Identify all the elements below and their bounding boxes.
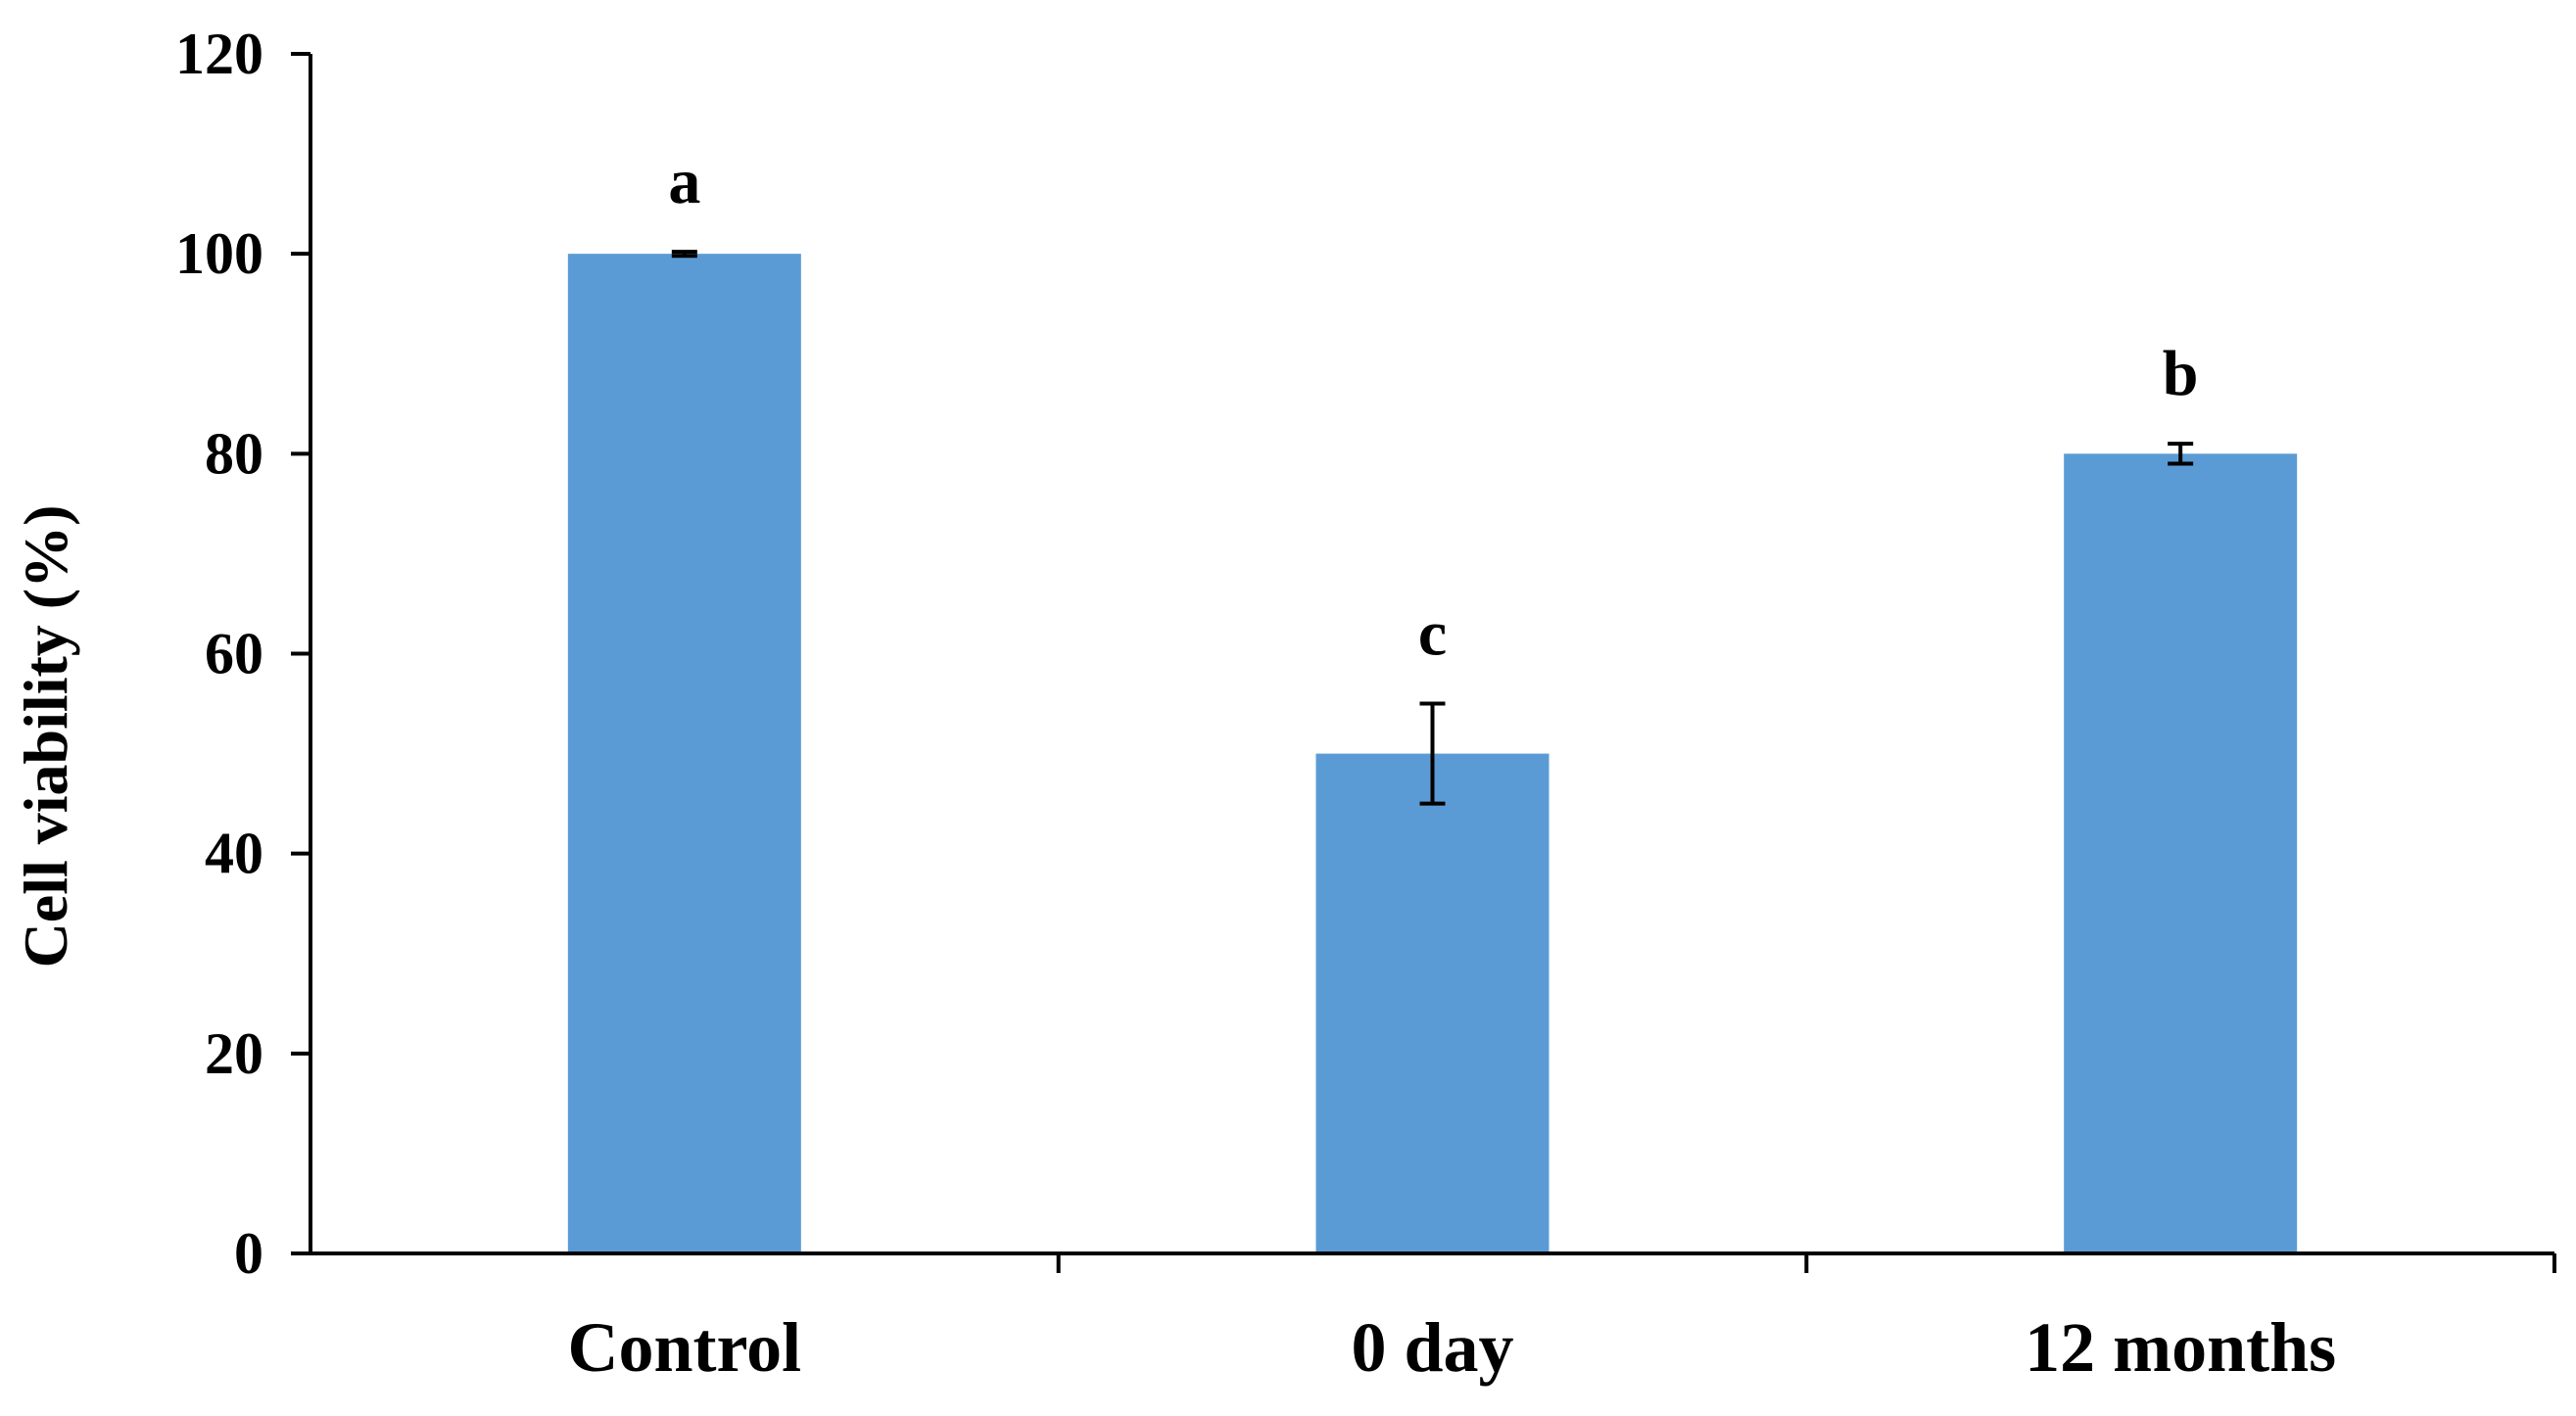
bar-2	[2064, 453, 2298, 1253]
significance-label-1: c	[1418, 598, 1447, 670]
bars-group	[567, 254, 2298, 1254]
y-tick-label: 20	[205, 1021, 263, 1086]
x-labels-group: Control 0 day 12 months	[567, 1308, 2336, 1387]
significance-label-0: a	[668, 146, 700, 217]
y-tick-label: 100	[175, 221, 263, 286]
x-tick-label-1: 0 day	[1351, 1308, 1513, 1387]
y-tick-label: 0	[234, 1221, 263, 1286]
y-ticks-group: 0 20 40 60 80 100 120	[175, 22, 310, 1286]
error-bar-1	[1419, 701, 1446, 806]
error-bars-group	[671, 250, 2194, 806]
y-tick-label: 80	[205, 421, 263, 486]
bar-1	[1315, 753, 1550, 1253]
y-tick-label: 40	[205, 822, 263, 886]
y-tick-label: 120	[175, 22, 263, 86]
significance-labels-group: a c b	[668, 146, 2198, 669]
x-tick-label-0: Control	[567, 1308, 801, 1387]
bar-0	[567, 254, 801, 1254]
y-axis-title: Cell viability (%)	[11, 505, 80, 968]
x-tick-label-2: 12 months	[2025, 1308, 2336, 1387]
error-bar-2	[2168, 442, 2194, 466]
y-tick-label: 60	[205, 622, 263, 686]
error-bar-0	[671, 250, 697, 259]
significance-label-2: b	[2163, 338, 2199, 409]
